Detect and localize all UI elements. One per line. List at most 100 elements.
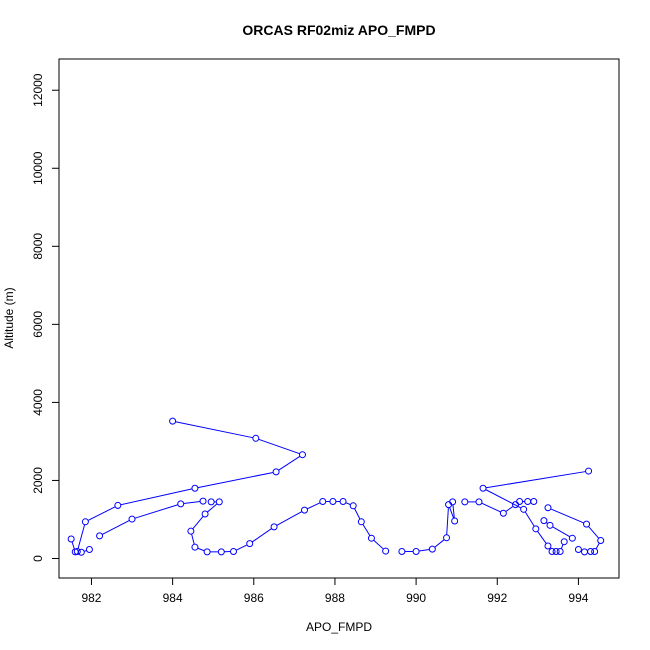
data-point bbox=[581, 548, 589, 556]
series-line-segment bbox=[446, 507, 449, 535]
y-axis: 0 2000 4000 6000 8000 10000 12000 bbox=[31, 73, 60, 562]
data-point bbox=[270, 523, 278, 531]
data-point bbox=[301, 506, 309, 514]
series-line-segment bbox=[87, 506, 116, 521]
data-point bbox=[574, 546, 582, 554]
data-point bbox=[229, 547, 237, 555]
series-line-segment bbox=[418, 549, 430, 552]
series-line-segment bbox=[102, 520, 130, 535]
data-point bbox=[349, 502, 357, 510]
data-point bbox=[585, 467, 593, 475]
series-line-segment bbox=[595, 542, 600, 550]
data-point bbox=[546, 521, 554, 529]
data-point bbox=[169, 417, 177, 425]
data-point bbox=[524, 498, 532, 506]
data-point bbox=[71, 548, 79, 556]
series-line-segment bbox=[505, 505, 514, 512]
series-line-segment bbox=[307, 502, 321, 510]
series-line-segment bbox=[362, 524, 371, 536]
series-line-segment bbox=[552, 526, 570, 538]
data-point bbox=[191, 484, 199, 492]
y-tick-label: 6000 bbox=[31, 311, 45, 338]
series-line-segment bbox=[120, 488, 193, 506]
data-point bbox=[451, 517, 459, 525]
data-point bbox=[329, 498, 337, 506]
data-point bbox=[187, 527, 195, 535]
series-line-segment bbox=[175, 421, 253, 439]
data-point bbox=[77, 548, 85, 556]
data-point bbox=[412, 547, 420, 555]
series-line-segment bbox=[278, 455, 301, 471]
series-line-segment bbox=[449, 507, 455, 519]
data-point bbox=[428, 545, 436, 553]
data-point bbox=[177, 500, 185, 508]
data-point bbox=[96, 532, 104, 540]
data-point bbox=[587, 547, 595, 555]
y-tick-label: 10000 bbox=[31, 151, 45, 185]
data-point bbox=[475, 498, 483, 506]
series-line-segment bbox=[197, 547, 205, 552]
series-line-segment bbox=[197, 471, 274, 489]
data-series bbox=[67, 417, 605, 556]
series-line-segment bbox=[235, 544, 248, 551]
data-point bbox=[201, 510, 209, 518]
data-point bbox=[357, 518, 365, 526]
data-point bbox=[532, 525, 540, 533]
data-point bbox=[272, 468, 280, 476]
series-line-segment bbox=[183, 500, 201, 504]
data-point bbox=[520, 505, 528, 513]
data-point bbox=[556, 547, 564, 555]
x-axis-label: APO_FMPD bbox=[306, 620, 372, 634]
series-line-segment bbox=[485, 471, 586, 489]
data-point bbox=[217, 548, 225, 556]
x-tick-label: 984 bbox=[163, 591, 183, 605]
y-tick-label: 12000 bbox=[31, 73, 45, 107]
data-point bbox=[560, 538, 568, 546]
data-point bbox=[252, 434, 260, 442]
series-line-segment bbox=[258, 438, 300, 455]
data-point bbox=[540, 517, 548, 525]
series-line-segment bbox=[481, 502, 501, 513]
data-point bbox=[67, 535, 75, 543]
data-point bbox=[479, 484, 487, 492]
data-point bbox=[298, 451, 306, 459]
y-tick-label: 4000 bbox=[31, 389, 45, 416]
data-point bbox=[499, 509, 507, 517]
series-line-segment bbox=[276, 511, 303, 526]
data-point bbox=[382, 547, 390, 555]
data-point bbox=[552, 547, 560, 555]
data-point bbox=[207, 498, 215, 506]
x-tick-label: 982 bbox=[81, 591, 101, 605]
data-point bbox=[461, 498, 469, 506]
x-tick-label: 988 bbox=[325, 591, 345, 605]
x-axis: 982 984 986 988 990 992 994 bbox=[81, 577, 589, 605]
chart-title: ORCAS RF02miz APO_FMPD bbox=[242, 22, 435, 38]
data-point bbox=[591, 547, 599, 555]
data-point bbox=[191, 543, 199, 551]
series-line-segment bbox=[524, 511, 535, 527]
data-point bbox=[449, 498, 457, 506]
data-point bbox=[215, 498, 223, 506]
data-point bbox=[246, 540, 254, 548]
series-line-segment bbox=[251, 528, 272, 543]
data-point bbox=[443, 534, 451, 542]
data-point bbox=[203, 548, 211, 556]
x-tick-label: 994 bbox=[568, 591, 588, 605]
y-axis-label: Altitude (m) bbox=[2, 287, 16, 348]
series-line-segment bbox=[550, 508, 584, 524]
series-line-segment bbox=[191, 533, 195, 545]
data-point bbox=[81, 518, 89, 526]
x-tick-label: 986 bbox=[244, 591, 264, 605]
data-point bbox=[544, 504, 552, 512]
x-tick-label: 990 bbox=[406, 591, 426, 605]
data-point bbox=[544, 542, 552, 550]
data-point bbox=[85, 546, 93, 554]
x-tick-label: 992 bbox=[487, 591, 507, 605]
series-line-segment bbox=[434, 539, 445, 548]
data-point bbox=[367, 534, 375, 542]
data-point bbox=[597, 537, 605, 545]
y-tick-label: 8000 bbox=[31, 233, 45, 260]
data-point bbox=[199, 497, 207, 505]
series-line-segment bbox=[354, 508, 361, 520]
